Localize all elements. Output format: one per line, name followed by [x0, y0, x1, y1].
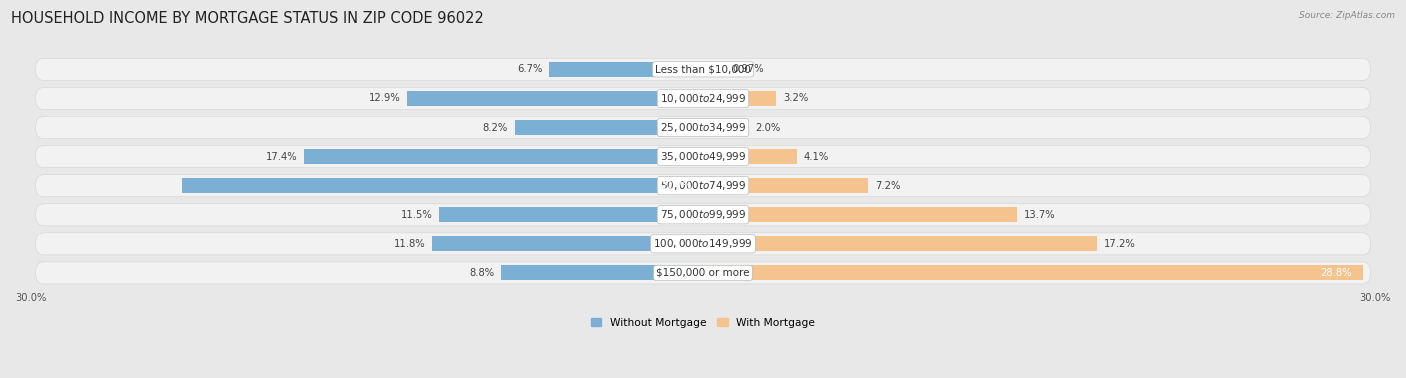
Text: $35,000 to $49,999: $35,000 to $49,999 — [659, 150, 747, 163]
Text: 6.7%: 6.7% — [517, 64, 543, 74]
Text: 2.0%: 2.0% — [756, 122, 780, 133]
FancyBboxPatch shape — [35, 233, 1371, 255]
Bar — [515, 120, 703, 135]
Bar — [703, 91, 776, 106]
Bar — [304, 149, 703, 164]
Bar — [703, 265, 1364, 280]
Bar — [703, 207, 1017, 222]
Bar — [703, 178, 868, 193]
Text: $50,000 to $74,999: $50,000 to $74,999 — [659, 179, 747, 192]
Text: 3.2%: 3.2% — [783, 93, 808, 104]
Text: 8.2%: 8.2% — [482, 122, 508, 133]
Bar — [183, 178, 703, 193]
FancyBboxPatch shape — [35, 87, 1371, 110]
FancyBboxPatch shape — [35, 58, 1371, 81]
Text: $150,000 or more: $150,000 or more — [657, 268, 749, 278]
Text: 17.2%: 17.2% — [1104, 239, 1136, 249]
Bar — [439, 207, 703, 222]
Text: 7.2%: 7.2% — [875, 181, 900, 191]
FancyBboxPatch shape — [35, 262, 1371, 284]
Text: $75,000 to $99,999: $75,000 to $99,999 — [659, 208, 747, 221]
Bar — [433, 236, 703, 251]
Bar — [408, 91, 703, 106]
Text: 22.7%: 22.7% — [659, 181, 692, 191]
Text: 4.1%: 4.1% — [804, 152, 830, 162]
Bar — [550, 62, 703, 77]
Text: 12.9%: 12.9% — [368, 93, 401, 104]
Bar — [703, 120, 749, 135]
Text: 11.8%: 11.8% — [394, 239, 426, 249]
Text: HOUSEHOLD INCOME BY MORTGAGE STATUS IN ZIP CODE 96022: HOUSEHOLD INCOME BY MORTGAGE STATUS IN Z… — [11, 11, 484, 26]
FancyBboxPatch shape — [35, 116, 1371, 139]
Text: 13.7%: 13.7% — [1024, 210, 1056, 220]
Text: 30.0%: 30.0% — [1360, 293, 1391, 303]
Bar — [703, 149, 797, 164]
Text: 17.4%: 17.4% — [266, 152, 297, 162]
Legend: Without Mortgage, With Mortgage: Without Mortgage, With Mortgage — [586, 313, 820, 332]
FancyBboxPatch shape — [35, 175, 1371, 197]
FancyBboxPatch shape — [35, 146, 1371, 168]
Text: 28.8%: 28.8% — [1320, 268, 1353, 278]
Text: 30.0%: 30.0% — [15, 293, 46, 303]
Text: Less than $10,000: Less than $10,000 — [655, 64, 751, 74]
Text: $25,000 to $34,999: $25,000 to $34,999 — [659, 121, 747, 134]
Bar — [703, 62, 725, 77]
Text: 11.5%: 11.5% — [401, 210, 433, 220]
Bar — [703, 236, 1098, 251]
Text: $100,000 to $149,999: $100,000 to $149,999 — [654, 237, 752, 250]
Text: 8.8%: 8.8% — [470, 268, 495, 278]
FancyBboxPatch shape — [35, 204, 1371, 226]
Text: Source: ZipAtlas.com: Source: ZipAtlas.com — [1299, 11, 1395, 20]
Bar — [501, 265, 703, 280]
Text: $10,000 to $24,999: $10,000 to $24,999 — [659, 92, 747, 105]
Text: 0.97%: 0.97% — [733, 64, 763, 74]
